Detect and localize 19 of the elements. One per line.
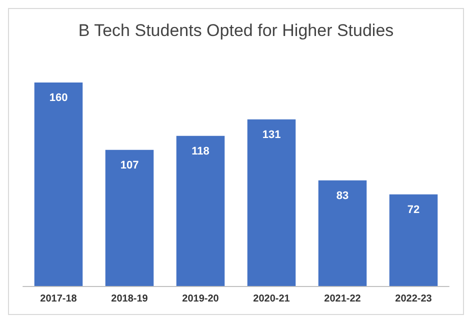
data-label: 107: [120, 159, 139, 172]
bar: [318, 180, 367, 286]
data-label: 160: [49, 92, 68, 104]
data-label: 83: [336, 190, 349, 202]
x-tick-label: 2018-19: [111, 294, 148, 304]
x-tick-label: 2022-23: [395, 294, 432, 304]
bar: [176, 136, 225, 286]
data-label: 72: [407, 204, 420, 216]
x-tick-label: 2021-22: [324, 294, 362, 304]
bar: [105, 150, 154, 286]
chart-title: B Tech Students Opted for Higher Studies: [78, 21, 394, 40]
x-tick-label: 2017-18: [40, 294, 78, 304]
bar: [247, 119, 296, 286]
data-label: 131: [262, 128, 281, 141]
data-label: 118: [192, 145, 210, 158]
x-tick-label: 2020-21: [253, 294, 290, 304]
bar: [34, 82, 83, 286]
bar: [389, 194, 438, 286]
x-tick-label: 2019-20: [182, 294, 220, 304]
